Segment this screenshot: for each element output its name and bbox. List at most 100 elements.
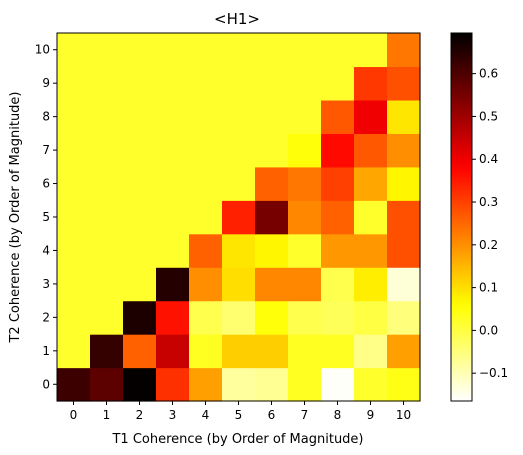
heatmap-cell [90, 133, 124, 168]
heatmap-cell [90, 166, 124, 201]
heatmap-cell [222, 133, 256, 168]
y-tick-label: 8 [42, 110, 50, 124]
heatmap-cell [123, 99, 157, 134]
chart-title: <H1> [214, 10, 260, 28]
x-tick-label: 5 [235, 408, 243, 422]
heatmap-cell [189, 267, 223, 302]
heatmap-cell [90, 66, 124, 101]
heatmap-cell [156, 334, 190, 369]
x-axis-ticks: 0 1 2 3 4 5 6 7 8 9 10 [70, 401, 411, 422]
y-tick-label: 5 [42, 210, 50, 224]
heatmap-cell [288, 99, 322, 134]
y-axis-ticks: 0 1 2 3 4 5 6 7 8 9 10 [35, 43, 57, 391]
heatmap-cell [123, 66, 157, 101]
heatmap-cell [222, 267, 256, 302]
heatmap-cell [189, 200, 223, 235]
heatmap-cell [354, 99, 388, 134]
heatmap-cell [354, 233, 388, 268]
heatmap-cell [189, 367, 223, 402]
heatmap-cell [57, 300, 91, 335]
heatmap-cell [123, 267, 157, 302]
heatmap-cell [354, 66, 388, 101]
colorbar-gradient [451, 33, 472, 401]
heatmap-cell [387, 334, 421, 369]
heatmap-cell [288, 200, 322, 235]
heatmap-cell [57, 66, 91, 101]
heatmap-cell [222, 33, 256, 68]
heatmap-cell [255, 367, 289, 402]
heatmap-cell [156, 133, 190, 168]
heatmap-cell [156, 66, 190, 101]
heatmap-cell [288, 334, 322, 369]
heatmap-cell [123, 300, 157, 335]
x-tick-label: 1 [103, 408, 111, 422]
heatmap-cell [90, 334, 124, 369]
heatmap-cell [123, 367, 157, 402]
heatmap-cell [387, 166, 421, 201]
y-tick-label: 1 [42, 344, 50, 358]
heatmap-cell [321, 166, 355, 201]
heatmap-cell [288, 33, 322, 68]
heatmap-cell [222, 200, 256, 235]
x-tick-label: 3 [169, 408, 177, 422]
heatmap-cell [222, 66, 256, 101]
heatmap-cell [255, 133, 289, 168]
heatmap-cell [90, 99, 124, 134]
y-tick-label: 9 [42, 76, 50, 90]
colorbar-tick-label: 0.4 [479, 152, 498, 166]
heatmap-cell [288, 267, 322, 302]
heatmap-cell [288, 166, 322, 201]
y-tick-label: 7 [42, 143, 50, 157]
heatmap-cell [123, 200, 157, 235]
heatmap-cell [288, 133, 322, 168]
x-tick-label: 7 [301, 408, 309, 422]
colorbar-tick-label: 0.5 [479, 109, 498, 123]
heatmap-cell [255, 166, 289, 201]
heatmap-cell [387, 200, 421, 235]
heatmap-cell [189, 334, 223, 369]
heatmap-cell [156, 200, 190, 235]
heatmap-cell [189, 33, 223, 68]
y-tick-label: 4 [42, 243, 50, 257]
heatmap-cell [321, 300, 355, 335]
x-tick-label: 9 [367, 408, 375, 422]
y-tick-label: 6 [42, 177, 50, 191]
x-tick-label: 2 [136, 408, 144, 422]
heatmap-cell [387, 367, 421, 402]
heatmap-cell [156, 300, 190, 335]
heatmap-cell [387, 99, 421, 134]
heatmap-cell [387, 267, 421, 302]
heatmap-cell [387, 66, 421, 101]
heatmap-cell [156, 166, 190, 201]
heatmap-cell [255, 334, 289, 369]
heatmap-cell [189, 66, 223, 101]
heatmap-cell [354, 133, 388, 168]
heatmap-cell [288, 66, 322, 101]
heatmap-cell [222, 166, 256, 201]
heatmap-cell [321, 66, 355, 101]
heatmap-cell [57, 233, 91, 268]
heatmap-cell [387, 133, 421, 168]
heatmap-cell [255, 267, 289, 302]
heatmap-cell [387, 300, 421, 335]
colorbar-tick-label: 0.6 [479, 67, 498, 81]
heatmap-cell [189, 166, 223, 201]
heatmap-cell [57, 367, 91, 402]
heatmap-cell [222, 334, 256, 369]
y-tick-label: 0 [42, 377, 50, 391]
heatmap-cell [222, 300, 256, 335]
heatmap-cell [321, 334, 355, 369]
heatmap-cell [189, 133, 223, 168]
heatmap-cell [90, 33, 124, 68]
heatmap-cell [123, 133, 157, 168]
heatmap-cell [321, 267, 355, 302]
heatmap-cell [156, 99, 190, 134]
heatmap-cell [189, 233, 223, 268]
heatmap-cell [321, 133, 355, 168]
colorbar-tick-label: 0.1 [479, 281, 498, 295]
heatmap-cell [57, 166, 91, 201]
heatmap-cell [354, 367, 388, 402]
heatmap-cell [123, 233, 157, 268]
colorbar-tick-label: −0.1 [479, 366, 508, 380]
heatmap-cell [387, 33, 421, 68]
